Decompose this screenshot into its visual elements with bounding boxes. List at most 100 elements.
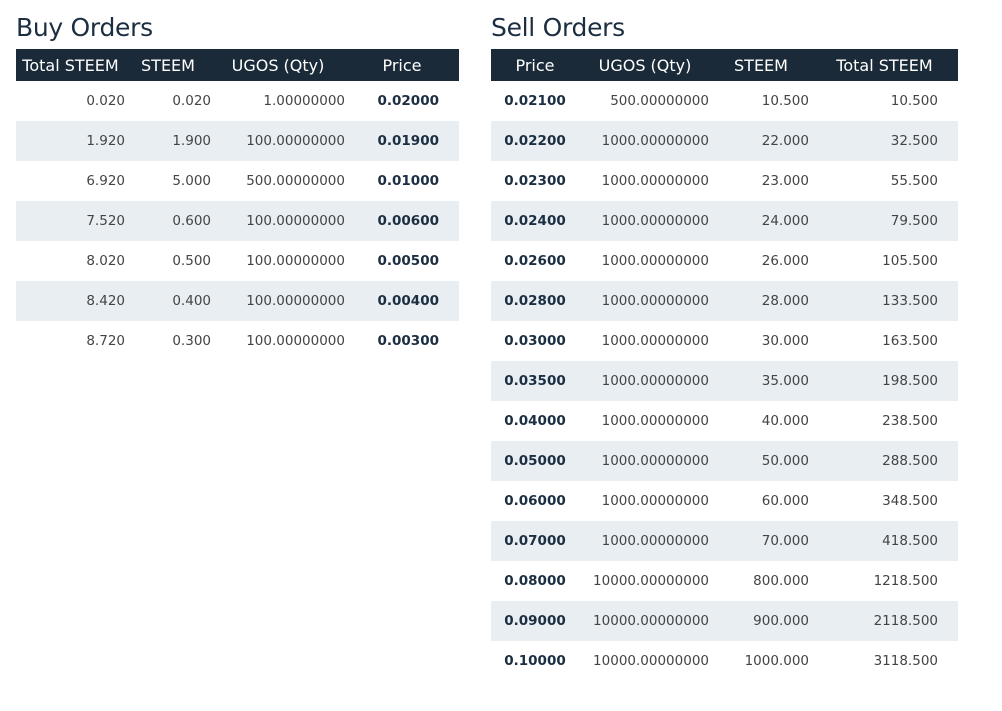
cell-steem: 35.000 <box>711 361 811 401</box>
cell-steem: 5.000 <box>172 173 211 189</box>
cell-total-steem: 8.720 <box>86 333 125 349</box>
cell-qty: 1000.00000000 <box>601 173 709 189</box>
cell-qty: 100.00000000 <box>246 253 345 269</box>
cell-qty: 100.00000000 <box>211 281 345 321</box>
cell-price: 0.02800 <box>491 281 579 321</box>
cell-qty: 1000.00000000 <box>579 281 711 321</box>
cell-steem: 40.000 <box>761 413 809 429</box>
col-header-price[interactable]: Price <box>345 49 459 81</box>
cell-total-steem: 79.500 <box>811 201 958 241</box>
order-row[interactable]: 0.10000 10000.00000000 1000.000 3118.500 <box>491 641 958 681</box>
cell-total-steem: 238.500 <box>882 413 938 429</box>
cell-steem: 0.600 <box>125 201 211 241</box>
cell-steem: 23.000 <box>761 173 809 189</box>
cell-qty: 500.00000000 <box>610 93 709 109</box>
cell-price: 0.01900 <box>345 121 459 161</box>
cell-qty: 100.00000000 <box>246 333 345 349</box>
cell-qty: 1.00000000 <box>263 93 345 109</box>
cell-total-steem: 2118.500 <box>811 601 958 641</box>
cell-steem: 0.300 <box>172 333 211 349</box>
order-row[interactable]: 1.920 1.900 100.00000000 0.01900 <box>16 121 459 161</box>
order-row[interactable]: 0.02300 1000.00000000 23.000 55.500 <box>491 161 958 201</box>
col-header-price[interactable]: Price <box>491 49 579 81</box>
cell-total-steem: 198.500 <box>811 361 958 401</box>
order-row[interactable]: 0.02100 500.00000000 10.500 10.500 <box>491 81 958 121</box>
col-header-total-steem[interactable]: Total STEEM <box>811 49 958 81</box>
col-header-qty[interactable]: UGOS (Qty) <box>211 49 345 81</box>
cell-qty: 1000.00000000 <box>601 333 709 349</box>
cell-total-steem: 133.500 <box>811 281 958 321</box>
cell-total-steem: 7.520 <box>16 201 125 241</box>
cell-steem: 0.400 <box>125 281 211 321</box>
cell-total-steem: 6.920 <box>86 173 125 189</box>
cell-qty: 1000.00000000 <box>579 521 711 561</box>
cell-price: 0.03000 <box>504 333 566 349</box>
cell-price: 0.10000 <box>504 653 566 669</box>
order-row[interactable]: 0.02800 1000.00000000 28.000 133.500 <box>491 281 958 321</box>
buy-orders-header-row: Total STEEM STEEM UGOS (Qty) Price <box>16 49 459 81</box>
buy-orders-rows: 0.020 0.020 1.00000000 0.02000 1.920 1.900 100… <box>16 81 459 361</box>
cell-total-steem: 10.500 <box>890 93 938 109</box>
order-row[interactable]: 0.02600 1000.00000000 26.000 105.500 <box>491 241 958 281</box>
cell-total-steem: 8.020 <box>86 253 125 269</box>
cell-price: 0.07000 <box>491 521 579 561</box>
cell-price: 0.08000 <box>504 573 566 589</box>
cell-qty: 100.00000000 <box>211 121 345 161</box>
order-row[interactable]: 0.02400 1000.00000000 24.000 79.500 <box>491 201 958 241</box>
col-header-qty[interactable]: UGOS (Qty) <box>579 49 711 81</box>
cell-qty: 100.00000000 <box>211 201 345 241</box>
cell-qty: 10000.00000000 <box>579 601 711 641</box>
order-row[interactable]: 0.03000 1000.00000000 30.000 163.500 <box>491 321 958 361</box>
buy-orders-table: Total STEEM STEEM UGOS (Qty) Price 0.020… <box>16 49 459 361</box>
cell-qty: 1000.00000000 <box>579 441 711 481</box>
cell-steem: 900.000 <box>711 601 811 641</box>
cell-steem: 1000.000 <box>744 653 809 669</box>
sell-orders-rows: 0.02100 500.00000000 10.500 10.500 0.02200 10… <box>491 81 958 681</box>
cell-price: 0.02100 <box>504 93 566 109</box>
order-row[interactable]: 0.07000 1000.00000000 70.000 418.500 <box>491 521 958 561</box>
cell-price: 0.02600 <box>504 253 566 269</box>
cell-price: 0.03500 <box>491 361 579 401</box>
cell-qty: 1000.00000000 <box>601 253 709 269</box>
cell-steem: 30.000 <box>761 333 809 349</box>
cell-price: 0.06000 <box>504 493 566 509</box>
cell-steem: 50.000 <box>711 441 811 481</box>
sell-orders-title: Sell Orders <box>491 13 625 42</box>
cell-price: 0.02000 <box>377 93 440 109</box>
cell-qty: 10000.00000000 <box>593 573 709 589</box>
cell-total-steem: 418.500 <box>811 521 958 561</box>
cell-steem: 0.020 <box>172 93 211 109</box>
cell-price: 0.02300 <box>504 173 566 189</box>
cell-qty: 1000.00000000 <box>579 121 711 161</box>
cell-total-steem: 1.920 <box>16 121 125 161</box>
cell-steem: 22.000 <box>711 121 811 161</box>
order-row[interactable]: 0.02200 1000.00000000 22.000 32.500 <box>491 121 958 161</box>
cell-price: 0.02400 <box>491 201 579 241</box>
col-header-total-steem[interactable]: Total STEEM <box>16 49 125 81</box>
col-header-steem[interactable]: STEEM <box>711 49 811 81</box>
cell-price: 0.00400 <box>345 281 459 321</box>
cell-qty: 1000.00000000 <box>601 493 709 509</box>
order-row[interactable]: 7.520 0.600 100.00000000 0.00600 <box>16 201 459 241</box>
order-row[interactable]: 0.08000 10000.00000000 800.000 1218.500 <box>491 561 958 601</box>
cell-steem: 800.000 <box>753 573 809 589</box>
cell-total-steem: 8.420 <box>16 281 125 321</box>
col-header-steem[interactable]: STEEM <box>125 49 211 81</box>
order-row[interactable]: 0.03500 1000.00000000 35.000 198.500 <box>491 361 958 401</box>
order-row[interactable]: 8.720 0.300 100.00000000 0.00300 <box>16 321 459 361</box>
buy-orders-panel: Buy Orders Total STEEM STEEM UGOS (Qty) … <box>16 0 459 361</box>
order-row[interactable]: 8.020 0.500 100.00000000 0.00500 <box>16 241 459 281</box>
cell-total-steem: 288.500 <box>811 441 958 481</box>
order-row[interactable]: 0.020 0.020 1.00000000 0.02000 <box>16 81 459 121</box>
order-row[interactable]: 0.06000 1000.00000000 60.000 348.500 <box>491 481 958 521</box>
order-row[interactable]: 0.05000 1000.00000000 50.000 288.500 <box>491 441 958 481</box>
cell-steem: 0.500 <box>172 253 211 269</box>
cell-total-steem: 1218.500 <box>873 573 938 589</box>
order-row[interactable]: 8.420 0.400 100.00000000 0.00400 <box>16 281 459 321</box>
cell-steem: 24.000 <box>711 201 811 241</box>
cell-steem: 70.000 <box>711 521 811 561</box>
cell-steem: 1.900 <box>125 121 211 161</box>
order-row[interactable]: 0.04000 1000.00000000 40.000 238.500 <box>491 401 958 441</box>
order-row[interactable]: 6.920 5.000 500.00000000 0.01000 <box>16 161 459 201</box>
order-row[interactable]: 0.09000 10000.00000000 900.000 2118.500 <box>491 601 958 641</box>
